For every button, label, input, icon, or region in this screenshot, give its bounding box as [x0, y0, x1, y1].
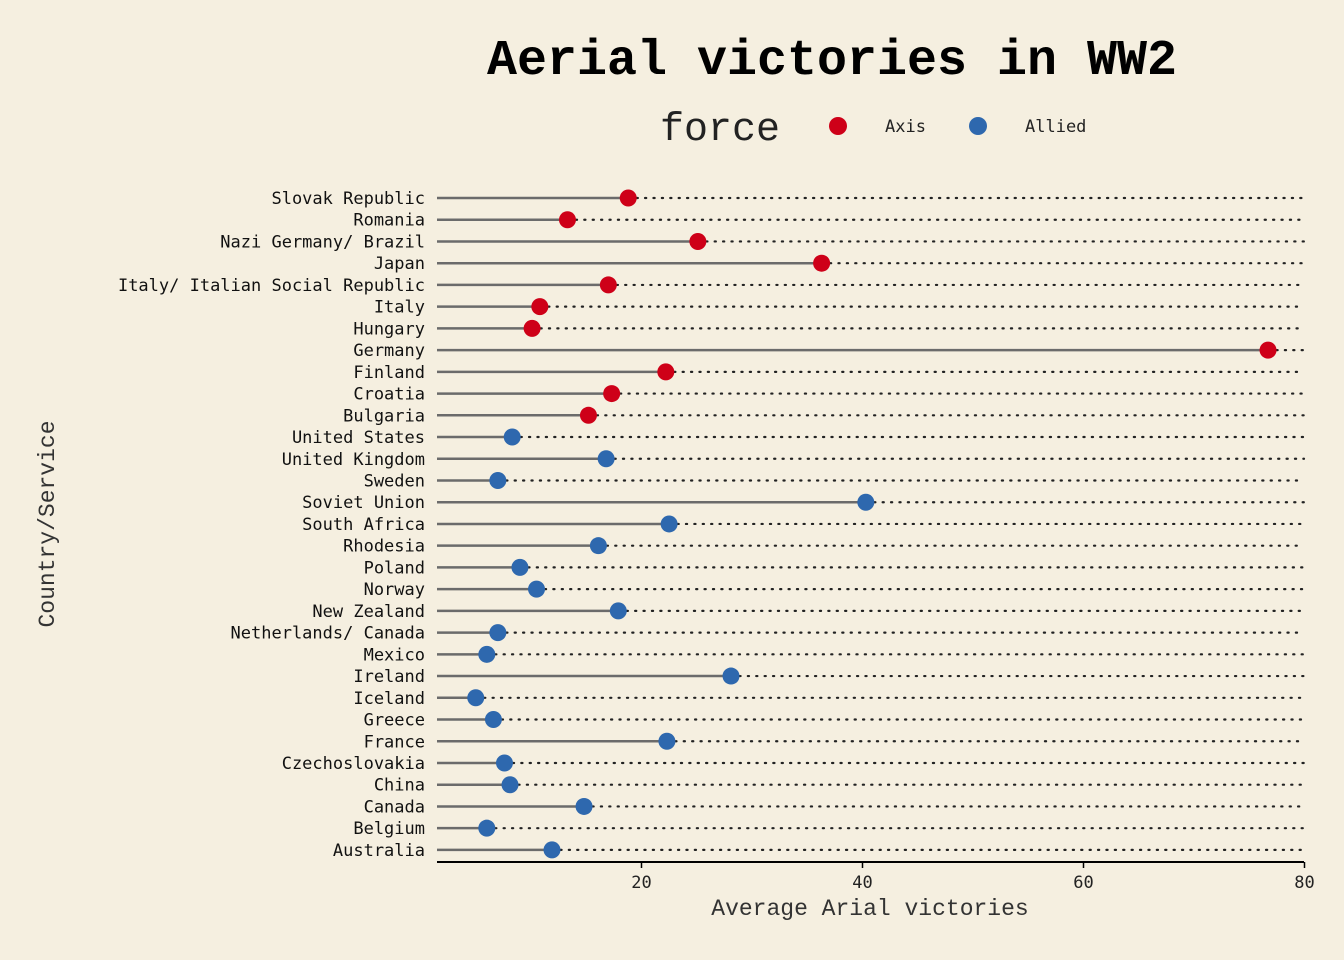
x-tick-label-60: 60	[1073, 873, 1093, 893]
category-label-france: France	[364, 732, 425, 752]
point-slovak-republic	[619, 189, 637, 207]
category-label-iceland: Iceland	[353, 689, 425, 709]
point-new-zealand	[609, 602, 627, 620]
category-label-netherlands-canada: Netherlands/ Canada	[231, 624, 425, 644]
category-label-united-kingdom: United Kingdom	[282, 450, 425, 470]
point-ireland	[722, 667, 740, 685]
category-label-china: China	[374, 776, 425, 796]
category-label-new-zealand: New Zealand	[312, 602, 425, 622]
point-china	[501, 776, 519, 794]
category-label-sweden: Sweden	[364, 471, 425, 491]
point-soviet-union	[857, 493, 875, 511]
point-france	[658, 732, 676, 750]
legend-allied-label: Allied	[1025, 117, 1086, 137]
legend-axis-label: Axis	[885, 117, 926, 137]
category-label-mexico: Mexico	[364, 645, 425, 665]
category-label-poland: Poland	[364, 558, 425, 578]
point-belgium	[478, 819, 496, 837]
x-tick-label-40: 40	[852, 873, 872, 893]
y-axis-title: Country/Service	[35, 420, 61, 627]
point-canada	[575, 797, 593, 815]
x-tick-label-20: 20	[631, 873, 651, 893]
category-label-bulgaria: Bulgaria	[343, 406, 425, 426]
category-label-norway: Norway	[364, 580, 425, 600]
x-tick-label-80: 80	[1294, 873, 1314, 893]
point-japan	[813, 254, 831, 272]
point-italy	[531, 298, 549, 316]
point-rhodesia	[589, 537, 607, 555]
point-australia	[543, 841, 561, 859]
point-bulgaria	[579, 406, 597, 424]
point-nazi-germany-brazil	[689, 232, 707, 250]
point-italy-italian-social-republic	[599, 276, 617, 294]
legend-title: force	[660, 108, 780, 153]
category-label-ireland: Ireland	[353, 667, 425, 687]
category-label-belgium: Belgium	[353, 819, 425, 839]
point-greece	[484, 711, 502, 729]
category-label-finland: Finland	[353, 363, 425, 383]
category-label-nazi-germany-brazil: Nazi Germany/ Brazil	[220, 232, 425, 252]
category-label-south-africa: South Africa	[302, 515, 425, 535]
category-label-rhodesia: Rhodesia	[343, 537, 425, 557]
point-croatia	[603, 385, 621, 403]
category-label-soviet-union: Soviet Union	[302, 493, 425, 513]
point-norway	[528, 580, 546, 598]
category-label-australia: Australia	[333, 841, 425, 861]
point-germany	[1259, 341, 1277, 359]
point-czechoslovakia	[495, 754, 513, 772]
category-label-slovak-republic: Slovak Republic	[271, 189, 425, 209]
point-united-states	[503, 428, 521, 446]
point-sweden	[489, 471, 507, 489]
legend: force Axis Allied	[660, 108, 1086, 153]
category-label-united-states: United States	[292, 428, 425, 448]
category-label-japan: Japan	[374, 254, 425, 274]
point-romania	[558, 211, 576, 229]
category-label-italy-italian-social-republic: Italy/ Italian Social Republic	[118, 276, 425, 296]
point-south-africa	[660, 515, 678, 533]
point-netherlands-canada	[489, 624, 507, 642]
point-poland	[511, 558, 529, 576]
chart-title: Aerial victories in WW2	[487, 33, 1177, 90]
x-axis: 20 40 60 80	[437, 861, 1315, 893]
category-label-hungary: Hungary	[353, 319, 425, 339]
legend-axis-marker	[829, 117, 847, 135]
category-label-canada: Canada	[364, 797, 425, 817]
category-label-italy: Italy	[374, 298, 425, 318]
category-label-croatia: Croatia	[353, 385, 425, 405]
point-united-kingdom	[597, 450, 615, 468]
category-label-czechoslovakia: Czechoslovakia	[282, 754, 425, 774]
point-finland	[657, 363, 675, 381]
category-label-germany: Germany	[353, 341, 425, 361]
legend-allied-marker	[969, 117, 987, 135]
point-mexico	[478, 645, 496, 663]
x-axis-title: Average Arial victories	[711, 896, 1028, 922]
point-iceland	[467, 689, 485, 707]
category-label-greece: Greece	[364, 711, 425, 731]
point-hungary	[523, 319, 541, 337]
category-label-romania: Romania	[353, 211, 425, 231]
